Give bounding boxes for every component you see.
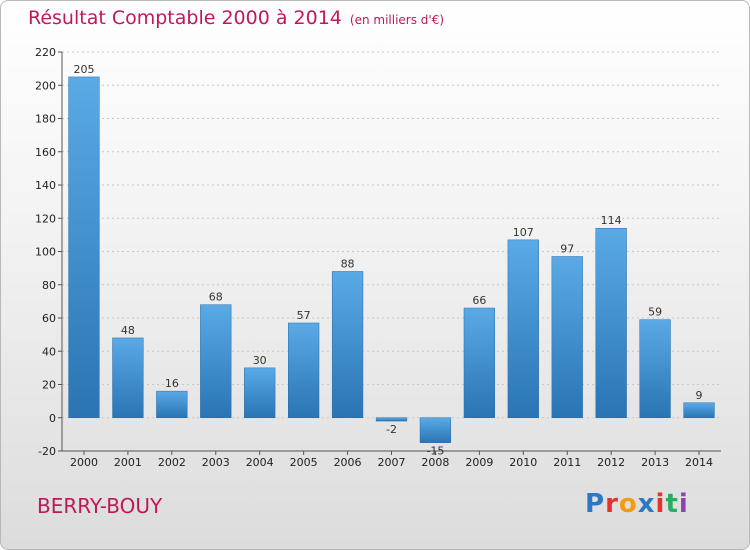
bar-2010 <box>507 239 539 418</box>
x-tick-labels: 2000 2001 2002 2003 2004 2005 2006 2007 2008 2009… <box>70 456 713 469</box>
y-tick-label: 220 <box>35 46 56 59</box>
x-tick-label: 2013 <box>641 456 669 469</box>
x-tick-label: 2005 <box>290 456 318 469</box>
axes <box>58 51 721 455</box>
y-tick-label: 60 <box>42 312 56 325</box>
logo-letter: P <box>585 489 606 519</box>
bar-value-label: -2 <box>386 423 397 436</box>
x-tick-label: 2001 <box>114 456 142 469</box>
bar-2009 <box>463 307 495 418</box>
bar-2008 <box>419 417 452 443</box>
logo-letter: i <box>655 489 666 519</box>
bar-2011 <box>551 256 583 418</box>
x-tick-label: 2009 <box>465 456 493 469</box>
x-tick-label: 2000 <box>70 456 98 469</box>
x-tick-label: 2008 <box>421 456 449 469</box>
bar-value-label: 88 <box>341 257 355 270</box>
x-tick-label: 2007 <box>378 456 406 469</box>
bar-value-label: -15 <box>426 445 444 458</box>
bar-labels: 205 48 16 68 30 57 88 -2 -15 66 107 97 114 59 9 <box>73 63 702 458</box>
bar-2004 <box>244 367 276 418</box>
bar-2013 <box>639 319 671 419</box>
logo-letter: x <box>637 489 656 519</box>
bar-value-label: 66 <box>472 294 486 307</box>
y-tick-label: 160 <box>35 146 56 159</box>
x-tick-label: 2014 <box>685 456 713 469</box>
proxiti-logo[interactable]: Proxiti <box>585 489 689 519</box>
logo-letter: t <box>665 489 679 519</box>
bar-value-label: 57 <box>297 309 311 322</box>
bar-value-label: 114 <box>601 214 622 227</box>
bar-2006 <box>331 271 364 419</box>
bar-value-label: 68 <box>209 291 223 304</box>
bar-value-label: 59 <box>648 306 662 319</box>
bar-2001 <box>112 337 144 419</box>
bar-value-label: 9 <box>696 389 703 402</box>
y-tick-label: 20 <box>42 379 56 392</box>
bar-value-label: 107 <box>513 226 534 239</box>
bar-2014 <box>683 402 715 419</box>
chart-subtitle: (en milliers d'€) <box>349 13 445 27</box>
y-tick-label: 0 <box>49 412 56 425</box>
bar-value-label: 16 <box>165 377 179 390</box>
bar-value-label: 97 <box>560 242 574 255</box>
x-tick-label: 2003 <box>202 456 230 469</box>
y-tick-label: 40 <box>42 345 56 358</box>
bar-2005 <box>288 322 320 418</box>
x-tick-label: 2002 <box>158 456 186 469</box>
y-tick-label: 100 <box>35 246 56 259</box>
y-tick-label: 80 <box>42 279 56 292</box>
bar-2007 <box>375 417 408 422</box>
bars <box>68 76 715 443</box>
x-tick-label: 2004 <box>246 456 274 469</box>
y-tick-label: 200 <box>35 79 56 92</box>
bar-2000 <box>68 76 100 418</box>
chart-title-block: Résultat Comptable 2000 à 2014 (en millie… <box>28 7 444 29</box>
x-tick-label: 2010 <box>509 456 537 469</box>
logo-letter: r <box>605 489 619 519</box>
x-tick-label: 2011 <box>553 456 581 469</box>
y-tick-label: 180 <box>35 113 56 126</box>
bar-value-label: 48 <box>121 324 135 337</box>
bar-value-label: 30 <box>253 354 267 367</box>
x-tick-label: 2012 <box>597 456 625 469</box>
y-tick-label: 120 <box>35 212 56 225</box>
bar-2003 <box>200 304 232 419</box>
y-tick-labels: -20 0 20 40 60 80 100 120 140 160 180 200 220 <box>35 46 56 458</box>
x-tick-label: 2006 <box>334 456 362 469</box>
bar-2002 <box>156 390 188 418</box>
logo-letter: i <box>678 489 689 519</box>
bar-value-label: 205 <box>73 63 94 76</box>
logo-letter: o <box>618 489 638 519</box>
bar-2012 <box>595 227 627 418</box>
chart-title: Résultat Comptable 2000 à 2014 <box>28 7 342 29</box>
y-tick-label: -20 <box>38 445 56 458</box>
y-tick-label: 140 <box>35 179 56 192</box>
commune-name: BERRY-BOUY <box>37 494 163 518</box>
